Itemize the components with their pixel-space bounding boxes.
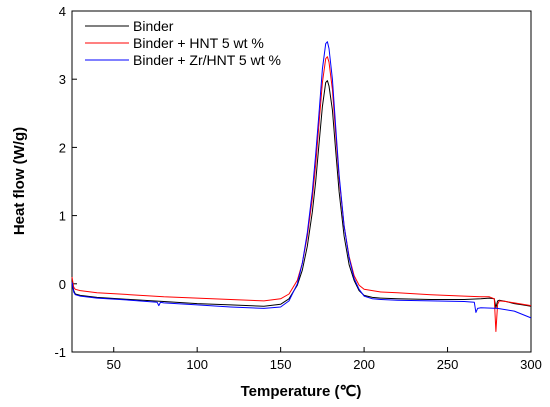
legend-label: Binder + Zr/HNT 5 wt % <box>133 52 281 68</box>
x-tick-label: 100 <box>186 357 208 372</box>
y-axis-title: Heat flow (W/g) <box>11 127 28 235</box>
y-tick-label: 4 <box>59 4 66 19</box>
x-tick-label: 150 <box>270 357 292 372</box>
series-line <box>71 41 532 319</box>
y-axis-ticks: -1 0 1 2 3 4 <box>54 4 77 360</box>
x-tick-label: 300 <box>520 357 542 372</box>
legend-label: Binder + HNT 5 wt % <box>133 35 264 51</box>
series-line <box>71 56 532 332</box>
y-tick-label: 1 <box>59 209 66 224</box>
plot-frame <box>71 10 532 353</box>
y-tick-label: 2 <box>59 140 66 155</box>
x-axis-title: Temperature (℃) <box>241 383 362 400</box>
x-tick-label: 250 <box>437 357 459 372</box>
x-tick-label: 200 <box>353 357 375 372</box>
y-tick-label: 3 <box>59 72 66 87</box>
series-line <box>71 80 532 309</box>
y-tick-label: 0 <box>59 277 66 292</box>
series-layer <box>71 41 532 332</box>
x-tick-label: 50 <box>106 357 120 372</box>
legend-label: Binder <box>133 18 174 34</box>
x-axis-ticks: 50 100 150 200 250 300 <box>106 347 542 372</box>
y-tick-label: -1 <box>54 345 66 360</box>
